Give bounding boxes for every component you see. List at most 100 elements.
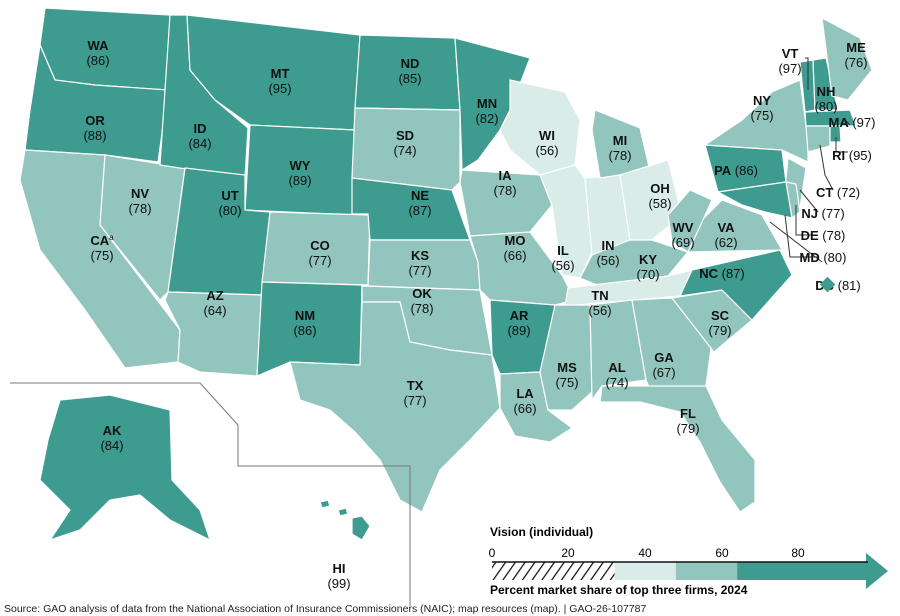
leader-line <box>844 119 851 126</box>
label-ia-value: (78) <box>493 183 516 198</box>
label-mo-value: (66) <box>503 248 526 263</box>
label-ne-value: (87) <box>408 203 431 218</box>
label-ks-value: (77) <box>408 263 431 278</box>
label-mn: MN <box>477 96 497 111</box>
state-oh[interactable] <box>619 159 683 241</box>
label-al: AL <box>608 360 625 375</box>
label-ny-value: (75) <box>750 108 773 123</box>
label-de: DE (78) <box>801 228 846 243</box>
label-ky: KY <box>639 252 657 267</box>
label-sc: SC <box>711 308 730 323</box>
leader-line <box>769 221 823 263</box>
legend-tick: 40 <box>638 546 652 560</box>
label-md: MD (80) <box>800 250 847 265</box>
label-oh: OH <box>650 181 670 196</box>
state-mn[interactable] <box>454 37 531 172</box>
legend-tick: 0 <box>488 546 496 560</box>
label-vt-value: (97) <box>778 61 801 76</box>
state-ri[interactable] <box>829 125 842 143</box>
label-la: LA <box>516 386 534 401</box>
legend-bin <box>492 562 615 580</box>
label-wy: WY <box>290 158 311 173</box>
label-wa-value: (86) <box>86 53 109 68</box>
leader-line <box>784 214 818 258</box>
state-il[interactable] <box>539 164 593 279</box>
label-mo: MO <box>505 233 526 248</box>
label-mn-value: (82) <box>475 111 498 126</box>
state-hi[interactable] <box>337 507 349 517</box>
label-wv: WV <box>673 220 694 235</box>
label-nd: ND <box>401 56 420 71</box>
label-sd: SD <box>396 128 414 143</box>
leader-line <box>795 205 818 236</box>
label-nv: NV <box>131 186 149 201</box>
label-co-value: (77) <box>308 253 331 268</box>
label-ct: CT (72) <box>816 185 860 200</box>
label-wi: WI <box>539 128 555 143</box>
state-or[interactable] <box>24 42 169 163</box>
label-nm-value: (86) <box>293 323 316 338</box>
state-hi[interactable] <box>351 515 371 541</box>
label-mi: MI <box>613 133 627 148</box>
legend-bar <box>492 553 888 589</box>
label-nm: NM <box>295 308 315 323</box>
label-ma: MA (97) <box>829 115 876 130</box>
state-ma[interactable] <box>804 109 857 127</box>
label-il-value: (56) <box>551 258 574 273</box>
label-ne: NE <box>411 188 429 203</box>
legend-title: Vision (individual) <box>490 525 594 539</box>
label-vt: VT <box>782 46 799 61</box>
label-nh-value: (80) <box>814 99 837 114</box>
legend-tick: 60 <box>715 546 729 560</box>
state-tx[interactable] <box>289 301 501 513</box>
legend-arrow-head <box>866 553 888 589</box>
label-tn: TN <box>591 288 608 303</box>
label-wv-value: (69) <box>671 235 694 250</box>
state-fl[interactable] <box>599 385 756 513</box>
label-fl: FL <box>680 406 696 421</box>
legend-bin <box>675 562 738 580</box>
label-hi: HI <box>333 561 346 576</box>
label-me: ME <box>846 40 866 55</box>
leader-line <box>799 189 819 213</box>
label-ar: AR <box>510 308 529 323</box>
legend-bin <box>614 562 676 580</box>
label-nd-value: (85) <box>398 71 421 86</box>
label-nv-value: (78) <box>128 201 151 216</box>
inset-border-alaska <box>10 382 411 606</box>
state-hi[interactable] <box>319 499 331 509</box>
label-sc-value: (79) <box>708 323 731 338</box>
label-az: AZ <box>206 288 223 303</box>
label-ms-value: (75) <box>555 375 578 390</box>
label-ia: IA <box>499 168 513 183</box>
label-ak: AK <box>103 423 122 438</box>
state-nc[interactable] <box>678 249 793 321</box>
label-la-value: (66) <box>513 401 536 416</box>
label-me-value: (76) <box>844 55 867 70</box>
label-ar-value: (89) <box>507 323 530 338</box>
state-ct[interactable] <box>805 125 831 153</box>
label-tx-value: (77) <box>403 393 426 408</box>
state-me[interactable] <box>821 16 873 101</box>
state-sd[interactable] <box>351 107 461 191</box>
leader-line <box>835 137 848 153</box>
label-hi-value: (99) <box>327 576 350 591</box>
state-al[interactable] <box>589 299 647 402</box>
state-md[interactable] <box>716 181 793 219</box>
label-ut: UT <box>221 188 238 203</box>
label-ga-value: (67) <box>652 365 675 380</box>
label-ny: NY <box>753 93 771 108</box>
legend-bin <box>737 562 868 580</box>
label-az-value: (64) <box>203 303 226 318</box>
label-wy-value: (89) <box>288 173 311 188</box>
label-in-value: (56) <box>596 253 619 268</box>
label-nh: NH <box>817 84 836 99</box>
state-wv[interactable] <box>667 189 713 253</box>
state-ak[interactable] <box>39 394 212 542</box>
label-ut-value: (80) <box>218 203 241 218</box>
label-mi-value: (78) <box>608 148 631 163</box>
label-ca-value: (75) <box>90 248 113 263</box>
label-ok-value: (78) <box>410 301 433 316</box>
label-id-value: (84) <box>188 136 211 151</box>
state-ny[interactable] <box>703 79 809 163</box>
